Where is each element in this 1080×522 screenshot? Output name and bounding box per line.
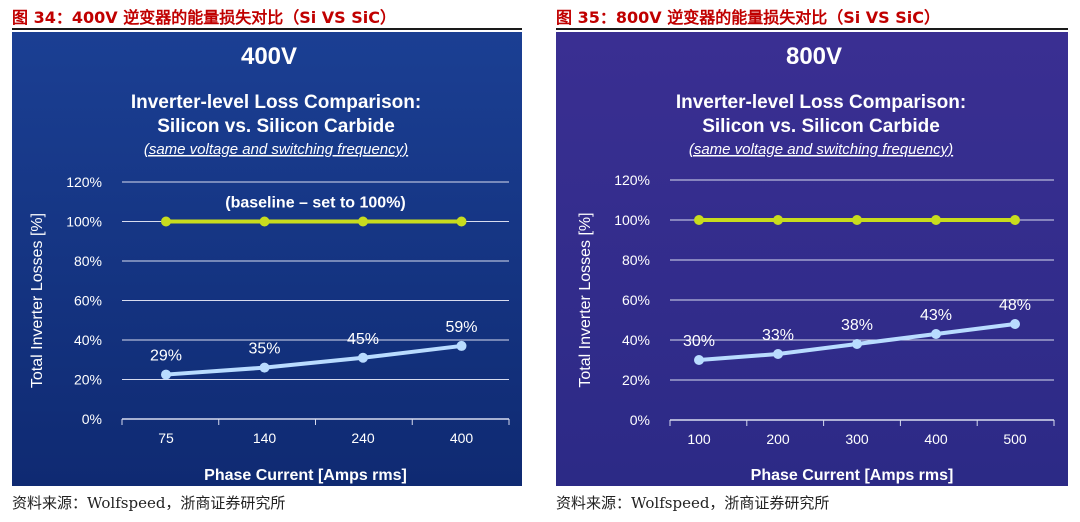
baseline-annotation: (baseline – set to 100%)	[225, 195, 406, 212]
data-point	[694, 215, 704, 225]
data-point	[1010, 215, 1020, 225]
figure-34-caption: 图 34：400V 逆变器的能量损失对比（Si VS SiC）	[12, 8, 396, 27]
x-tick-label: 200	[766, 431, 790, 447]
chart-title: Inverter-level Loss Comparison:	[676, 92, 966, 113]
chart-background	[12, 32, 522, 486]
y-tick-label: 0%	[82, 411, 102, 427]
y-tick-label: 80%	[74, 253, 102, 269]
y-axis-title: Total Inverter Losses [%]	[577, 212, 594, 387]
data-label: 59%	[445, 319, 477, 336]
data-label: 30%	[683, 333, 715, 350]
caption-rule	[12, 28, 522, 30]
x-axis-title: Phase Current [Amps rms]	[204, 467, 407, 484]
x-tick-label: 75	[158, 430, 174, 446]
y-tick-label: 40%	[74, 332, 102, 348]
data-point	[259, 362, 270, 373]
chart-note: (same voltage and switching frequency)	[689, 141, 953, 158]
data-point	[1010, 319, 1020, 329]
data-point	[358, 216, 368, 227]
caption-rule	[556, 28, 1068, 30]
data-label: 38%	[841, 317, 873, 334]
data-point	[773, 215, 783, 225]
x-tick-label: 300	[845, 431, 869, 447]
chart-title: Inverter-level Loss Comparison:	[131, 92, 421, 113]
y-axis-title: Total Inverter Losses [%]	[29, 213, 46, 388]
data-point	[456, 216, 467, 227]
figure-34-source: 资料来源：Wolfspeed，浙商证券研究所	[12, 494, 286, 512]
data-point	[931, 215, 941, 225]
data-point	[259, 216, 270, 227]
x-tick-label: 140	[253, 430, 277, 446]
chart-note: (same voltage and switching frequency)	[144, 141, 408, 158]
y-tick-label: 40%	[622, 332, 650, 348]
figure-35-source: 资料来源：Wolfspeed，浙商证券研究所	[556, 494, 830, 512]
series-line	[165, 343, 462, 377]
data-label: 29%	[150, 348, 182, 365]
y-tick-label: 120%	[66, 174, 102, 190]
figure-35-caption: 图 35：800V 逆变器的能量损失对比（Si VS SiC）	[556, 8, 940, 27]
chart-panel-800v: 800V Inverter-level Loss Comparison: Silic…	[556, 32, 1068, 486]
x-axis-title: Phase Current [Amps rms]	[751, 467, 954, 484]
chart-heading: 400V	[241, 43, 297, 70]
data-label: 43%	[920, 307, 952, 324]
y-tick-label: 120%	[614, 172, 650, 188]
chart-subtitle: Silicon vs. Silicon Carbide	[157, 116, 395, 137]
data-point	[694, 355, 704, 365]
y-tick-label: 60%	[74, 293, 102, 309]
y-tick-label: 0%	[630, 412, 650, 428]
data-point	[852, 215, 862, 225]
data-label: 35%	[248, 341, 280, 358]
data-point	[773, 349, 783, 359]
data-point	[456, 340, 467, 351]
y-tick-label: 100%	[66, 214, 102, 230]
data-label: 48%	[999, 297, 1031, 314]
chart-heading: 800V	[786, 43, 842, 70]
x-tick-label: 100	[687, 431, 711, 447]
x-tick-label: 240	[351, 430, 375, 446]
y-tick-label: 20%	[622, 372, 650, 388]
data-label: 33%	[762, 327, 794, 344]
data-point	[852, 339, 862, 349]
y-tick-label: 100%	[614, 212, 650, 228]
data-point	[161, 369, 171, 380]
x-tick-label: 400	[450, 430, 474, 446]
chart-subtitle: Silicon vs. Silicon Carbide	[702, 116, 940, 137]
chart-background	[556, 32, 1068, 486]
y-tick-label: 80%	[622, 252, 650, 268]
x-tick-label: 400	[924, 431, 948, 447]
data-label: 45%	[347, 331, 379, 348]
data-point	[931, 329, 941, 339]
data-point	[358, 352, 368, 363]
loss-chart-400v: 400V Inverter-level Loss Comparison: Silic…	[12, 32, 522, 486]
y-tick-label: 20%	[74, 372, 102, 388]
y-tick-label: 60%	[622, 292, 650, 308]
chart-panel-400v: 400V Inverter-level Loss Comparison: Silic…	[12, 32, 522, 486]
loss-chart-800v: 800V Inverter-level Loss Comparison: Silic…	[556, 32, 1068, 486]
x-tick-label: 500	[1003, 431, 1027, 447]
data-point	[161, 216, 171, 227]
